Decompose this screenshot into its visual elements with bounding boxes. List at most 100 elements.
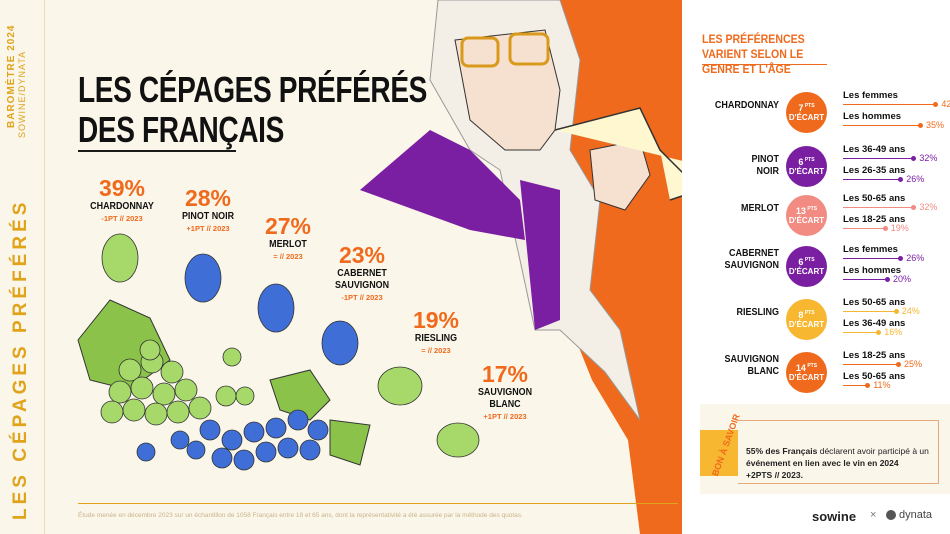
grape-percent: 39% [98, 175, 146, 201]
segment-label: Les 36-49 ans [843, 144, 906, 155]
row-grape-name: PINOT NOIR [751, 154, 779, 177]
bon-a-savoir-stat: 55% des Français [746, 446, 818, 456]
grape-percent: 27% [264, 213, 312, 239]
segment-label: Les 50-65 ans [843, 193, 906, 204]
gap-value: 8 PTS [798, 310, 815, 320]
bon-a-savoir-evolution: +2PTS // 2023. [746, 470, 803, 480]
bon-a-savoir-event: événement en lien avec le vin en 2024 [746, 458, 899, 468]
grape-evolution: +1PT // 2023 [483, 412, 527, 421]
grape-percent: 23% [338, 242, 386, 268]
segment-value: 16% [884, 327, 903, 337]
left-band [0, 0, 45, 534]
gap-circle: 7 PTS D'ÉCART [786, 92, 827, 133]
row-grape-name: SAUVIGNON BLANC [724, 354, 779, 377]
preferences-underline [702, 64, 827, 65]
gap-label: D'ÉCART [788, 267, 825, 276]
segment-bar [843, 309, 899, 314]
segment-label: Les 50-65 ans [843, 297, 906, 308]
grape-name: CABERNET SAUVIGNON [334, 267, 390, 291]
grape-evolution: -1PT // 2023 [341, 293, 383, 302]
segment-label: Les 18-25 ans [843, 214, 906, 225]
gap-label: D'ÉCART [788, 216, 825, 225]
gap-label: D'ÉCART [788, 113, 825, 122]
bon-a-savoir-frame [738, 420, 939, 484]
segment-value: 11% [873, 380, 891, 390]
sowine-logo: sowine [812, 509, 857, 524]
title-underline [78, 150, 236, 152]
bon-a-savoir-tag: BON À SAVOIR [700, 413, 742, 477]
dynata-logo: dynata [886, 509, 932, 521]
segment-bar [843, 226, 888, 231]
gap-label: D'ÉCART [788, 373, 825, 382]
gap-circle: 14 PTS D'ÉCART [786, 352, 827, 393]
segment-value: 42% [941, 99, 950, 109]
grape-stat-cabernet-sauvignon: 23% CABERNET SAUVIGNON -1PT // 2023 [317, 243, 407, 302]
segment-bar [843, 123, 923, 128]
segment-bar [843, 156, 917, 161]
grape-evolution: +1PT // 2023 [186, 224, 230, 233]
segment-bar [843, 102, 939, 107]
gap-value: 7 PTS [798, 103, 815, 113]
segment-label: Les 36-49 ans [843, 318, 906, 329]
grape-name: CHARDONNAY [90, 200, 154, 212]
grape-stat-riesling: 19% RIESLING = // 2023 [391, 308, 481, 355]
segment-bar [843, 256, 904, 261]
gap-label: D'ÉCART [788, 320, 825, 329]
segment-label: Les hommes [843, 111, 902, 122]
segment-value: 19% [890, 223, 909, 233]
grape-evolution: -1PT // 2023 [101, 214, 143, 223]
times-sign: × [870, 509, 877, 521]
segment-value: 35% [926, 120, 945, 130]
single-grapes-illustration [101, 233, 480, 458]
gap-circle: 8 PTS D'ÉCART [786, 299, 827, 340]
page-title: LES CÉPAGES PRÉFÉRÉS DES FRANÇAIS [78, 70, 427, 150]
segment-value: 32% [919, 153, 938, 163]
segment-bar [843, 205, 917, 210]
segment-label: Les 50-65 ans [843, 371, 906, 382]
grape-stat-merlot: 27% MERLOT = // 2023 [243, 214, 333, 261]
grape-name: SAUVIGNON BLANC [477, 386, 533, 410]
footer-note: Étude menée en décembre 2023 sur un écha… [78, 512, 523, 519]
grape-stat-pinot-noir: 28% PINOT NOIR +1PT // 2023 [163, 186, 253, 233]
row-grape-name: CHARDONNAY [714, 100, 779, 111]
segment-value: 26% [906, 253, 925, 263]
grape-evolution: = // 2023 [421, 346, 451, 355]
gap-circle: 6 PTS D'ÉCART [786, 246, 827, 287]
segment-label: Les 26-35 ans [843, 165, 906, 176]
dynata-icon [886, 510, 896, 521]
segment-value: 24% [901, 306, 920, 316]
segment-label: Les 18-25 ans [843, 350, 906, 361]
grape-percent: 17% [481, 361, 529, 387]
bon-a-savoir-text: 55% des Français déclarent avoir partici… [746, 445, 936, 481]
gap-value: 6 PTS [798, 257, 815, 267]
segment-value: 32% [919, 202, 938, 212]
gap-label: D'ÉCART [788, 167, 825, 176]
segment-label: Les femmes [843, 244, 898, 255]
grape-evolution: = // 2023 [273, 252, 303, 261]
footer-divider [78, 503, 678, 504]
segment-bar [843, 383, 871, 388]
segment-label: Les hommes [843, 265, 902, 276]
grape-name: RIESLING [414, 332, 458, 344]
row-grape-name: CABERNET SAUVIGNON [724, 248, 779, 271]
green-grape-cluster-illustration [100, 339, 255, 426]
grape-stat-sauvignon-blanc: 17% SAUVIGNON BLANC +1PT // 2023 [460, 362, 550, 421]
segment-value: 25% [904, 359, 923, 369]
bon-a-savoir-mid: déclarent avoir participé à un [817, 446, 929, 456]
blue-grape-cluster-illustration [136, 409, 329, 471]
segment-bar [843, 277, 890, 282]
segment-bar [843, 330, 882, 335]
row-grape-name: RIESLING [736, 307, 779, 318]
row-grape-name: MERLOT [741, 203, 779, 214]
page-title-line1: LES CÉPAGES PRÉFÉRÉS [78, 69, 428, 110]
grape-percent: 28% [184, 185, 232, 211]
gap-value: 6 PTS [798, 157, 815, 167]
gap-circle: 13 PTS D'ÉCART [786, 195, 827, 236]
dynata-label: dynata [899, 509, 933, 521]
gap-circle: 6 PTS D'ÉCART [786, 146, 827, 187]
glasses-illustration [460, 36, 500, 68]
gap-value: 14 PTS [795, 363, 818, 373]
grape-percent: 19% [412, 307, 460, 333]
grape-stat-chardonnay: 39% CHARDONNAY -1PT // 2023 [77, 176, 167, 223]
